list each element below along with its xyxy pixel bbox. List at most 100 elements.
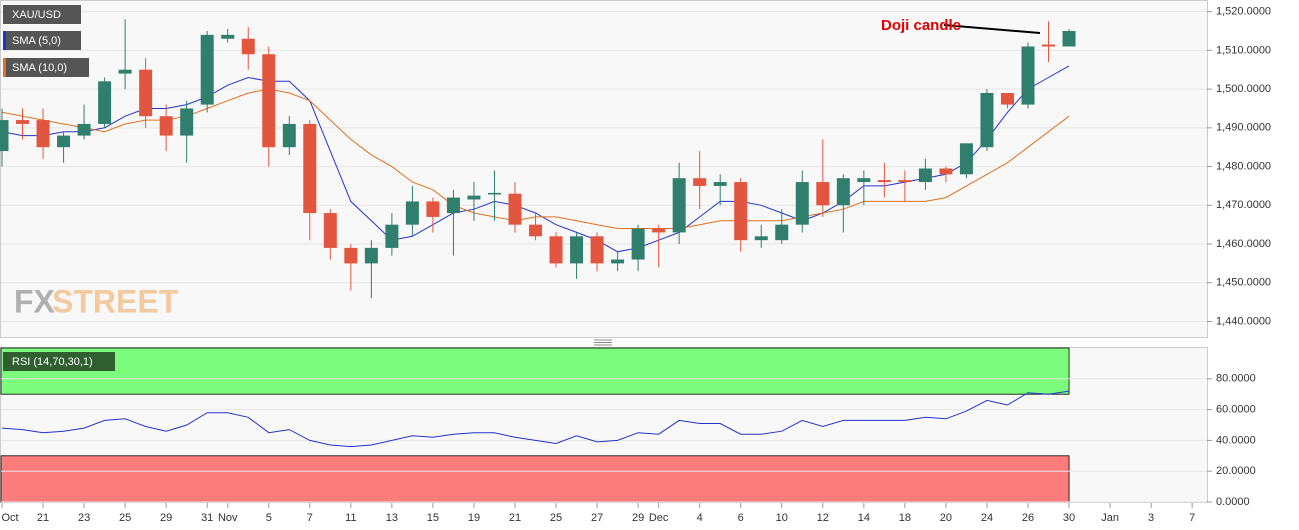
candle-body (672, 178, 686, 233)
panel-divider[interactable] (594, 339, 612, 346)
candle-body (652, 228, 666, 233)
candle-body (98, 81, 112, 124)
overbought-band (0, 347, 1070, 395)
legend-label: RSI (14,70,30,1) (12, 356, 93, 368)
candle-body (877, 180, 891, 183)
rsi-line (1, 390, 1070, 448)
candle-body (36, 120, 50, 148)
candle-body (446, 197, 460, 214)
candle-body (0, 120, 9, 152)
x-tick-label: 29 (160, 512, 172, 524)
x-tick-label: 23 (78, 512, 90, 524)
oversold-band (0, 455, 1070, 503)
candle-body (1000, 92, 1014, 105)
legend-label: SMA (5,0) (12, 35, 61, 47)
x-tick-label: Oct (1, 512, 18, 524)
x-tick-label: 13 (386, 512, 398, 524)
legend-swatch (3, 58, 6, 77)
legend-box (3, 58, 89, 77)
candle-body (529, 224, 543, 237)
y-tick-label: 1,460.0000 (1216, 238, 1271, 250)
x-tick-label: 18 (899, 512, 911, 524)
candle-body (467, 195, 481, 200)
candle-body (221, 34, 235, 39)
candle-body (980, 92, 994, 148)
candle-body (385, 224, 399, 248)
candle-body (487, 192, 501, 195)
candle-body (200, 34, 214, 105)
candle-body (426, 201, 440, 217)
y-tick-label: 1,440.0000 (1216, 315, 1271, 327)
candle-body (693, 178, 707, 186)
y-tick-label: 1,470.0000 (1216, 199, 1271, 211)
x-tick-label: 6 (738, 512, 744, 524)
candle-body (282, 123, 296, 148)
y-tick-label: 80.0000 (1216, 373, 1256, 385)
y-tick-label: 1,490.0000 (1216, 122, 1271, 134)
sma-line (1, 65, 1070, 253)
annotation-line (943, 24, 1041, 34)
candle-body (57, 135, 71, 148)
watermark: STREET (52, 283, 179, 319)
legend-label: SMA (10,0) (12, 62, 67, 74)
candle-body (816, 182, 830, 206)
candle-body (1062, 30, 1076, 47)
y-tick-label: 1,450.0000 (1216, 277, 1271, 289)
candle-body (405, 201, 419, 225)
candle-body (631, 228, 645, 260)
candle-body (734, 182, 748, 241)
x-tick-label: 7 (307, 512, 313, 524)
candle-body (713, 182, 727, 186)
watermark: FX (14, 283, 56, 319)
candle-body (77, 123, 91, 136)
x-tick-label: 31 (201, 512, 213, 524)
candle-body (262, 54, 276, 148)
candle-body (344, 247, 358, 264)
x-tick-label: 3 (1148, 512, 1154, 524)
x-tick-label: 29 (632, 512, 644, 524)
candle-body (918, 168, 932, 183)
candle-body (754, 236, 768, 241)
legend-box (3, 31, 81, 50)
candle-body (836, 178, 850, 206)
candle-body (857, 178, 871, 183)
x-tick-label: 25 (550, 512, 562, 524)
x-tick-label: 4 (697, 512, 703, 524)
y-tick-label: 1,480.0000 (1216, 160, 1271, 172)
annotation: Doji candle (881, 17, 961, 34)
candle-body (16, 120, 30, 124)
candle-body (508, 193, 522, 225)
candle-body (549, 236, 563, 264)
candle-body (1042, 44, 1056, 47)
candle-body (323, 213, 337, 248)
y-tick-label: 20.0000 (1216, 465, 1256, 477)
y-tick-label: 40.0000 (1216, 434, 1256, 446)
x-tick-label: 14 (858, 512, 870, 524)
candle-body (959, 143, 973, 175)
y-tick-label: 1,510.0000 (1216, 44, 1271, 56)
x-tick-label: 5 (266, 512, 272, 524)
x-tick-label: 12 (817, 512, 829, 524)
candle-body (364, 247, 378, 264)
x-tick-label: Dec (649, 512, 669, 524)
candle-body (180, 108, 194, 136)
x-tick-label: Nov (218, 512, 238, 524)
candle-body (590, 236, 604, 264)
x-tick-label: 27 (591, 512, 603, 524)
candle-body (898, 180, 912, 183)
candle-body (303, 123, 317, 214)
x-tick-label: 7 (1189, 512, 1195, 524)
x-tick-label: 20 (940, 512, 952, 524)
x-tick-label: 15 (427, 512, 439, 524)
candle-body (159, 116, 173, 136)
x-tick-label: Jan (1101, 512, 1119, 524)
candle-body (611, 259, 625, 264)
legend-swatch (3, 31, 6, 50)
x-tick-label: 10 (776, 512, 788, 524)
x-tick-label: 21 (37, 512, 49, 524)
candle-body (118, 69, 132, 74)
candle-body (139, 69, 153, 117)
legend-box (3, 5, 81, 24)
x-tick-label: 19 (468, 512, 480, 524)
candle-body (939, 168, 953, 175)
